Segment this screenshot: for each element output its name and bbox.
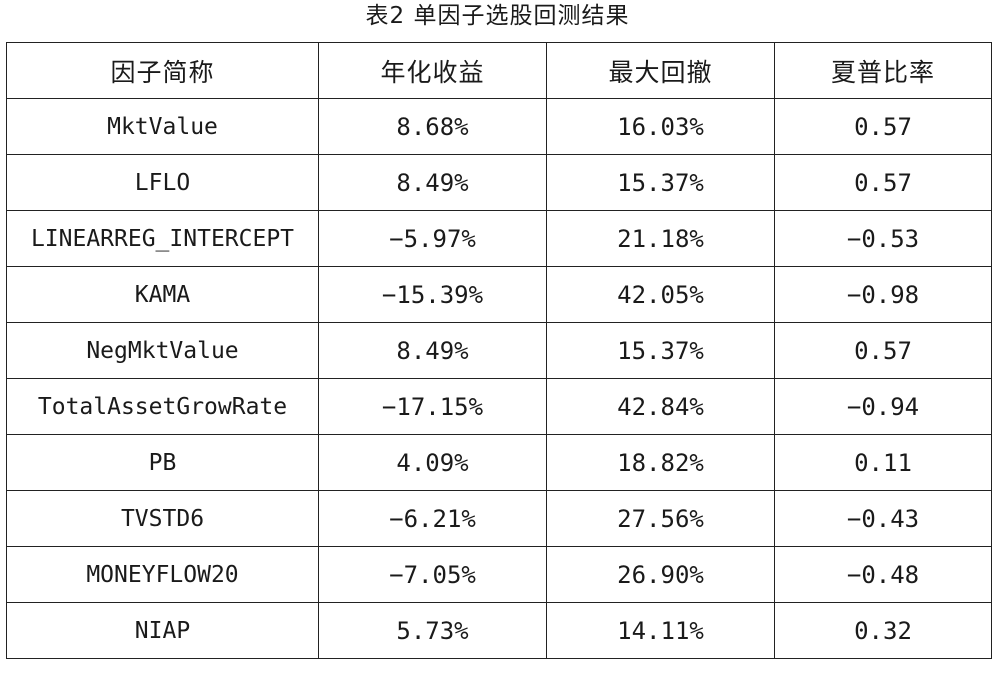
table-row: NIAP 5.73% 14.11% 0.32 [6, 602, 992, 659]
sharpe-ratio-cell: −0.98 [774, 266, 992, 323]
header-sharpe-ratio: 夏普比率 [774, 42, 992, 99]
sharpe-ratio-cell: −0.94 [774, 378, 992, 435]
table-header-row: 因子简称 年化收益 最大回撤 夏普比率 [6, 42, 992, 99]
max-drawdown-cell: 15.37% [546, 322, 775, 379]
sharpe-ratio-cell: −0.43 [774, 490, 992, 547]
table-row: TotalAssetGrowRate −17.15% 42.84% −0.94 [6, 378, 992, 435]
header-max-drawdown: 最大回撤 [546, 42, 775, 99]
annual-return-cell: −7.05% [318, 546, 547, 603]
table-row: TVSTD6 −6.21% 27.56% −0.43 [6, 490, 992, 547]
factor-name-cell: NegMktValue [6, 322, 319, 379]
factor-name-cell: TVSTD6 [6, 490, 319, 547]
table-row: KAMA −15.39% 42.05% −0.98 [6, 266, 992, 323]
factor-name-cell: NIAP [6, 602, 319, 659]
annual-return-cell: 8.68% [318, 98, 547, 155]
annual-return-cell: −5.97% [318, 210, 547, 267]
factor-name-cell: TotalAssetGrowRate [6, 378, 319, 435]
max-drawdown-cell: 14.11% [546, 602, 775, 659]
sharpe-ratio-cell: 0.57 [774, 322, 992, 379]
max-drawdown-cell: 42.05% [546, 266, 775, 323]
factor-name-cell: PB [6, 434, 319, 491]
factor-name-cell: LINEARREG_INTERCEPT [6, 210, 319, 267]
backtest-results-table: 因子简称 年化收益 最大回撤 夏普比率 MktValue 8.68% 16.03… [6, 42, 992, 659]
table-row: MONEYFLOW20 −7.05% 26.90% −0.48 [6, 546, 992, 603]
sharpe-ratio-cell: 0.57 [774, 154, 992, 211]
table-row: MktValue 8.68% 16.03% 0.57 [6, 98, 992, 155]
table-row: NegMktValue 8.49% 15.37% 0.57 [6, 322, 992, 379]
annual-return-cell: −17.15% [318, 378, 547, 435]
annual-return-cell: 8.49% [318, 322, 547, 379]
header-annual-return: 年化收益 [318, 42, 547, 99]
factor-name-cell: LFLO [6, 154, 319, 211]
sharpe-ratio-cell: 0.57 [774, 98, 992, 155]
factor-name-cell: KAMA [6, 266, 319, 323]
sharpe-ratio-cell: −0.53 [774, 210, 992, 267]
annual-return-cell: −15.39% [318, 266, 547, 323]
table-caption: 表2 单因子选股回测结果 [365, 3, 630, 29]
table-row: LINEARREG_INTERCEPT −5.97% 21.18% −0.53 [6, 210, 992, 267]
factor-name-cell: MktValue [6, 98, 319, 155]
table-row: PB 4.09% 18.82% 0.11 [6, 434, 992, 491]
max-drawdown-cell: 26.90% [546, 546, 775, 603]
sharpe-ratio-cell: 0.11 [774, 434, 992, 491]
annual-return-cell: 4.09% [318, 434, 547, 491]
factor-name-cell: MONEYFLOW20 [6, 546, 319, 603]
max-drawdown-cell: 42.84% [546, 378, 775, 435]
max-drawdown-cell: 27.56% [546, 490, 775, 547]
annual-return-cell: 8.49% [318, 154, 547, 211]
sharpe-ratio-cell: 0.32 [774, 602, 992, 659]
sharpe-ratio-cell: −0.48 [774, 546, 992, 603]
max-drawdown-cell: 15.37% [546, 154, 775, 211]
table-row: LFLO 8.49% 15.37% 0.57 [6, 154, 992, 211]
annual-return-cell: −6.21% [318, 490, 547, 547]
max-drawdown-cell: 18.82% [546, 434, 775, 491]
annual-return-cell: 5.73% [318, 602, 547, 659]
header-factor-name: 因子简称 [6, 42, 319, 99]
max-drawdown-cell: 21.18% [546, 210, 775, 267]
max-drawdown-cell: 16.03% [546, 98, 775, 155]
